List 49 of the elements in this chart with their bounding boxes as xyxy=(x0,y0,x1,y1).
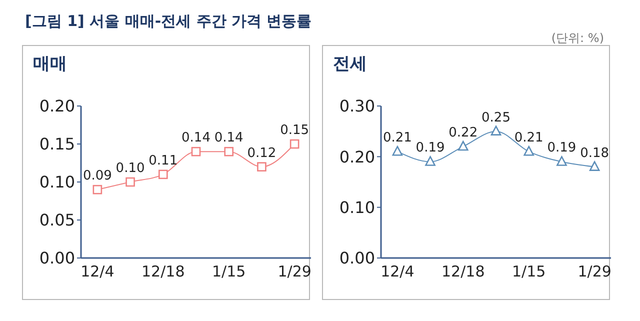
data-label: 0.11 xyxy=(148,153,178,168)
y-tick-label: 0.20 xyxy=(339,147,375,166)
x-tick-label: 1/29 xyxy=(278,262,312,281)
data-label: 0.10 xyxy=(116,161,145,176)
x-tick-label: 12/4 xyxy=(380,262,414,281)
y-tick-label: 0.30 xyxy=(339,96,375,116)
data-label: 0.15 xyxy=(280,123,310,138)
y-tick-label: 0.00 xyxy=(339,248,375,268)
point xyxy=(92,184,102,194)
point xyxy=(556,156,567,166)
y-tick-label: 0.15 xyxy=(39,134,75,154)
y-tick-label: 0.00 xyxy=(39,248,75,268)
y-tick-label: 0.20 xyxy=(39,96,75,116)
data-label: 0.21 xyxy=(514,130,544,146)
point xyxy=(126,177,135,187)
x-tick-label: 1/15 xyxy=(512,262,546,281)
text: (단위: %) xyxy=(551,30,604,47)
x-tick-label: 12/18 xyxy=(142,262,185,281)
point xyxy=(290,139,300,149)
data-label: 0.22 xyxy=(448,126,478,141)
data-label: 0.12 xyxy=(247,146,276,161)
point xyxy=(458,140,468,151)
chart-subtitle: 전세 xyxy=(333,53,367,75)
y-tick-label: 0.05 xyxy=(39,210,75,230)
y-tick-label: 0.10 xyxy=(339,198,375,218)
x-tick-label: 12/4 xyxy=(80,262,114,281)
point xyxy=(425,156,436,166)
data-label: 0.19 xyxy=(547,140,576,156)
chart-subtitle: 매매 xyxy=(33,53,67,75)
x-tick-label: 12/18 xyxy=(442,262,485,281)
data-label: 0.19 xyxy=(416,140,445,156)
y-tick-label: 0.10 xyxy=(39,172,75,192)
data-label: 0.09 xyxy=(82,168,112,184)
point xyxy=(257,162,266,172)
x-tick-label: 1/29 xyxy=(578,262,612,281)
point xyxy=(392,146,403,156)
point xyxy=(589,161,600,171)
data-label: 0.14 xyxy=(182,130,210,146)
point xyxy=(224,146,234,156)
point xyxy=(490,126,502,136)
data-label: 0.14 xyxy=(214,130,244,146)
point xyxy=(158,170,168,180)
data-label: 0.21 xyxy=(382,130,412,146)
data-label: 0.25 xyxy=(482,110,510,126)
chart-title: [그림 1] 서울 매매-전세 주간 가격 변동률 xyxy=(25,12,312,31)
point xyxy=(191,146,201,156)
data-label: 0.18 xyxy=(580,146,610,161)
point xyxy=(524,146,534,156)
x-tick-label: 1/15 xyxy=(212,262,246,281)
